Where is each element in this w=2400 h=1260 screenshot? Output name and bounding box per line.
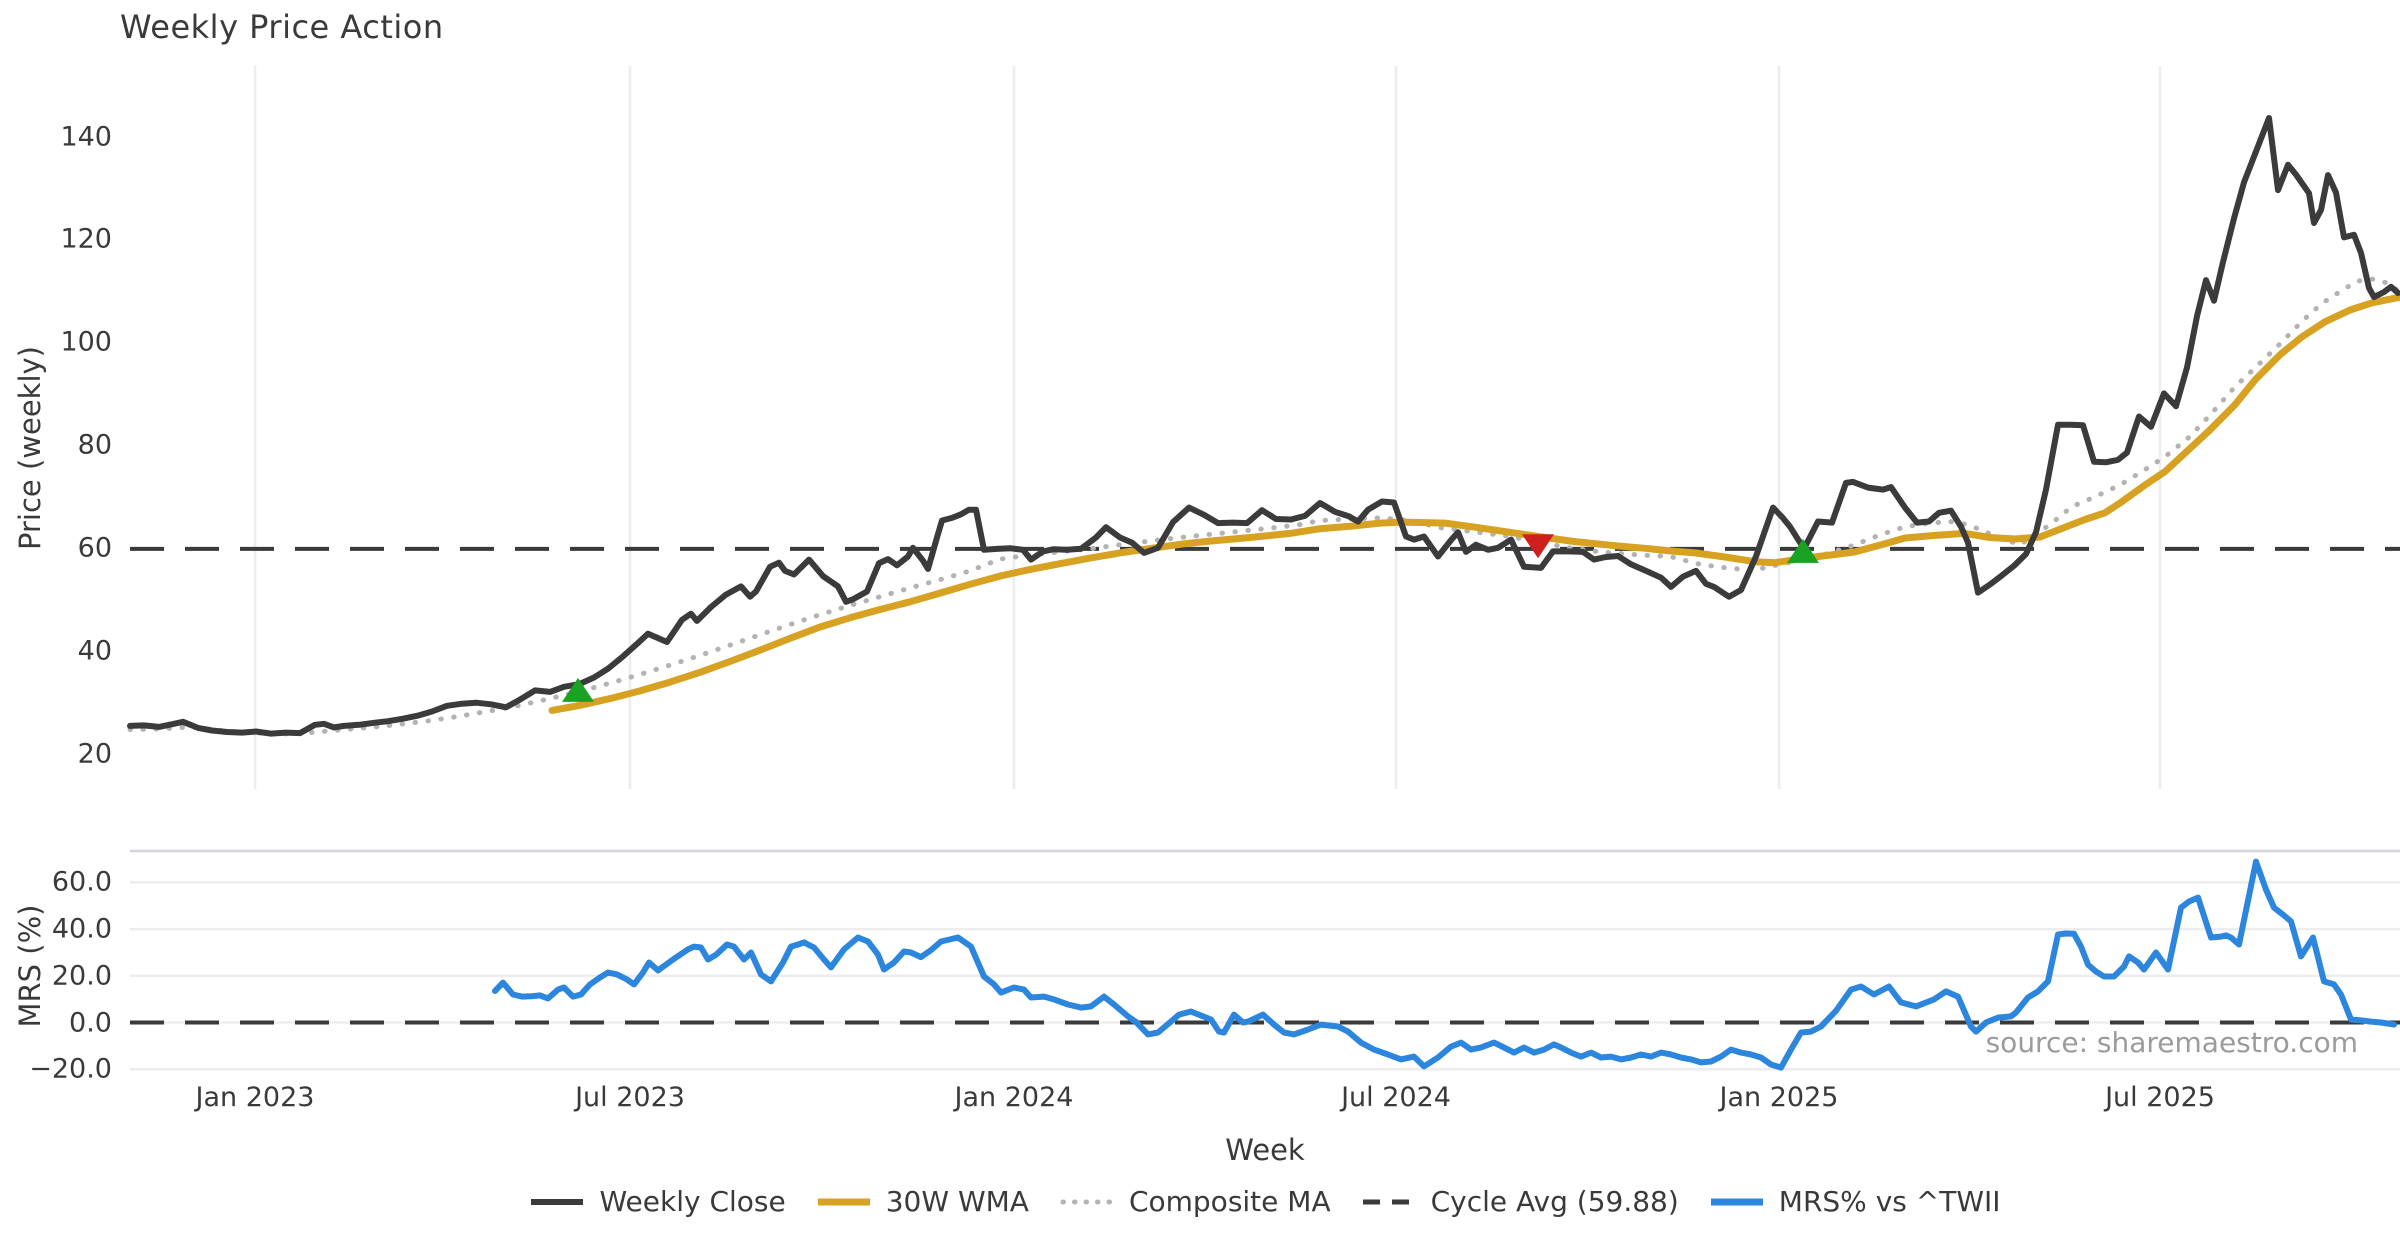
price-ytick-label: 80 <box>77 429 112 461</box>
price-ytick-label: 40 <box>77 635 112 667</box>
legend-item-30w-wma: 30W WMA <box>816 1185 1029 1218</box>
cycle-avg-dashed-swatch-icon <box>1362 1199 1415 1204</box>
legend-item-cycle-avg: Cycle Avg (59.88) <box>1361 1185 1679 1218</box>
chart-title: Weekly Price Action <box>120 8 444 46</box>
mrs-ytick-label: −20.0 <box>29 1053 112 1085</box>
legend-item-weekly-close: Weekly Close <box>529 1185 786 1218</box>
series-30w-wma <box>548 294 2400 714</box>
mrs-line-swatch-icon <box>1710 1198 1763 1205</box>
weekly-close-line-swatch-icon <box>531 1198 584 1205</box>
series-composite-ma <box>127 276 2400 737</box>
legend-label: Weekly Close <box>599 1185 786 1218</box>
legend-label: Composite MA <box>1128 1185 1331 1218</box>
price-ytick-label: 20 <box>77 738 112 770</box>
buy-marker <box>562 677 594 702</box>
x-tick-label: Jul 2024 <box>1341 1082 1451 1113</box>
legend: Weekly Close 30W WMA Composite MA Cycle … <box>130 1185 2400 1218</box>
sell-marker <box>1522 534 1554 559</box>
x-tick-label: Jul 2025 <box>2105 1082 2215 1113</box>
price-ytick-label: 60 <box>77 532 112 564</box>
mrs-ytick-label: 20.0 <box>51 960 112 992</box>
x-tick-label: Jan 2025 <box>1719 1082 1839 1113</box>
buy-marker <box>1787 538 1819 563</box>
x-axis-label: Week <box>1225 1133 1305 1167</box>
mrs-ytick-label: 0.0 <box>69 1007 112 1038</box>
source-note: source: sharemaestro.com <box>1985 1026 2358 1059</box>
x-tick-label: Jan 2023 <box>195 1082 315 1113</box>
mrs-ytick-label: 60.0 <box>51 866 112 898</box>
price-ytick-label: 100 <box>60 326 112 358</box>
wma-line-swatch-icon <box>817 1198 870 1205</box>
x-tick-label: Jan 2024 <box>954 1082 1074 1113</box>
legend-item-mrs: MRS% vs ^TWII <box>1709 1185 2001 1218</box>
mrs-ytick-label: 40.0 <box>51 913 112 945</box>
series-mrs-vs-twii <box>492 858 2397 1071</box>
x-tick-label: Jul 2023 <box>575 1082 685 1113</box>
price-ytick-label: 140 <box>60 121 112 153</box>
legend-label: Cycle Avg (59.88) <box>1430 1185 1679 1218</box>
legend-label: 30W WMA <box>885 1185 1029 1218</box>
legend-item-composite-ma: Composite MA <box>1059 1185 1331 1218</box>
series-weekly-close <box>127 115 2400 737</box>
price-ytick-label: 120 <box>60 223 112 255</box>
legend-label: MRS% vs ^TWII <box>1778 1185 2001 1218</box>
composite-ma-dotted-swatch-icon <box>1060 1199 1115 1204</box>
